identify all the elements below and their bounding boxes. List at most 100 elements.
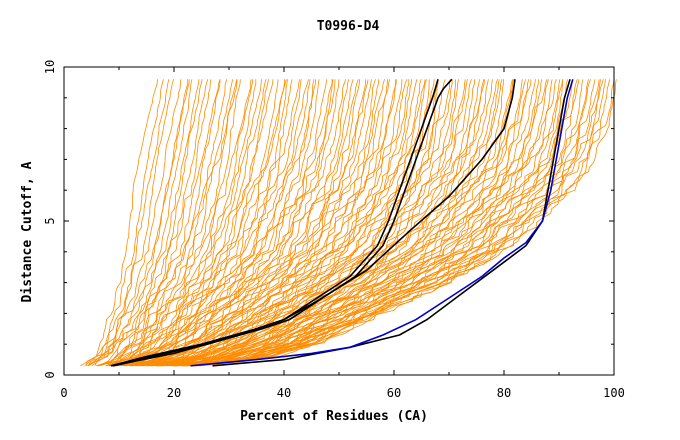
x-tick-label-60: 60 [387,386,401,400]
series-line-35 [124,79,311,367]
series-line-36 [128,79,317,367]
series-line-106 [188,79,568,367]
series-line-51 [142,79,372,367]
x-tick-label-20: 20 [167,386,181,400]
series-line-41 [132,79,334,367]
series-line-46 [135,79,354,367]
series-line-68 [148,79,435,367]
series-line-93 [175,79,526,367]
series-line-66 [150,79,427,367]
series-line-13 [97,79,221,367]
series-line-50 [137,79,369,367]
series-line-24 [113,79,267,367]
series-line-92 [175,79,523,367]
series-line-10 [98,79,203,367]
series-line-88 [175,79,504,367]
series-line-19 [105,79,241,367]
chart-title: T0996-D4 [317,19,380,34]
series-line-120 [195,79,617,367]
series-line-1 [85,79,159,366]
series-line-34 [126,79,309,367]
series-line-118 [199,79,610,367]
y-tick-label-5: 5 [43,217,57,224]
series-line-83 [171,79,489,367]
x-tick-label-0: 0 [60,386,67,400]
series-line-94 [174,79,530,367]
series-line-16 [106,79,233,367]
series-line-23 [108,79,262,367]
series-layer [80,79,617,367]
series-line-18 [105,79,238,367]
series-line-96 [174,79,536,367]
series-line-90 [169,79,515,367]
series-line-38 [120,79,320,367]
y-tick-label-10: 10 [43,60,57,74]
x-axis-label: Percent of Residues (CA) [240,409,428,424]
series-line-53 [140,79,380,367]
series-line-105 [181,79,564,367]
series-line-15 [106,79,228,367]
series-line-73 [161,79,453,367]
series-line-33 [122,79,302,367]
series-line-21 [108,79,254,367]
series-line-54 [136,79,385,367]
series-line-30 [119,79,288,367]
series-line-8 [94,79,193,366]
series-line-2 [80,79,164,367]
series-line-63 [144,79,418,367]
series-line-12 [95,79,212,367]
series-line-6 [88,79,190,367]
highlight-line-black-1 [110,79,439,367]
series-line-29 [111,79,285,367]
series-line-74 [157,79,457,367]
series-line-71 [156,79,446,367]
series-line-108 [182,79,578,367]
y-axis-label: Distance Cutoff, A [20,161,35,302]
series-line-80 [158,79,480,367]
highlight-line-black-4 [212,79,571,367]
series-line-69 [151,79,438,367]
series-line-3 [87,79,170,367]
series-line-26 [112,79,274,367]
series-line-110 [184,79,584,367]
series-line-11 [97,79,209,367]
series-line-82 [159,79,484,367]
series-line-117 [197,79,606,367]
tick-layer: 0 20 40 60 80 100 0 5 10 [43,60,625,400]
series-line-89 [173,79,513,367]
series-line-43 [129,79,340,367]
series-line-22 [111,79,257,367]
series-line-5 [87,79,182,367]
highlight-layer [110,78,574,367]
series-line-86 [173,79,500,367]
series-line-27 [115,79,279,367]
highlight-line-blue-best [190,79,574,367]
series-line-100 [173,79,549,367]
highlight-line-black-3 [112,79,516,367]
series-line-28 [115,79,287,367]
series-line-59 [149,79,403,367]
series-line-48 [130,79,361,367]
series-line-109 [186,79,580,367]
series-line-60 [150,79,408,367]
series-line-112 [187,79,591,367]
series-line-56 [147,79,390,367]
x-tick-label-80: 80 [497,386,511,400]
series-line-65 [152,79,426,367]
series-line-42 [126,79,336,367]
series-line-104 [183,79,564,367]
series-line-20 [109,79,252,367]
x-tick-label-100: 100 [603,386,625,400]
series-line-85 [164,79,498,367]
series-line-9 [91,79,200,367]
y-tick-label-0: 0 [43,371,57,378]
series-line-44 [136,79,347,367]
series-line-52 [135,79,376,367]
x-tick-label-40: 40 [277,386,291,400]
series-line-119 [198,79,615,367]
series-line-14 [97,79,221,367]
series-line-62 [142,79,412,367]
series-line-91 [171,79,514,367]
series-line-101 [176,79,553,367]
